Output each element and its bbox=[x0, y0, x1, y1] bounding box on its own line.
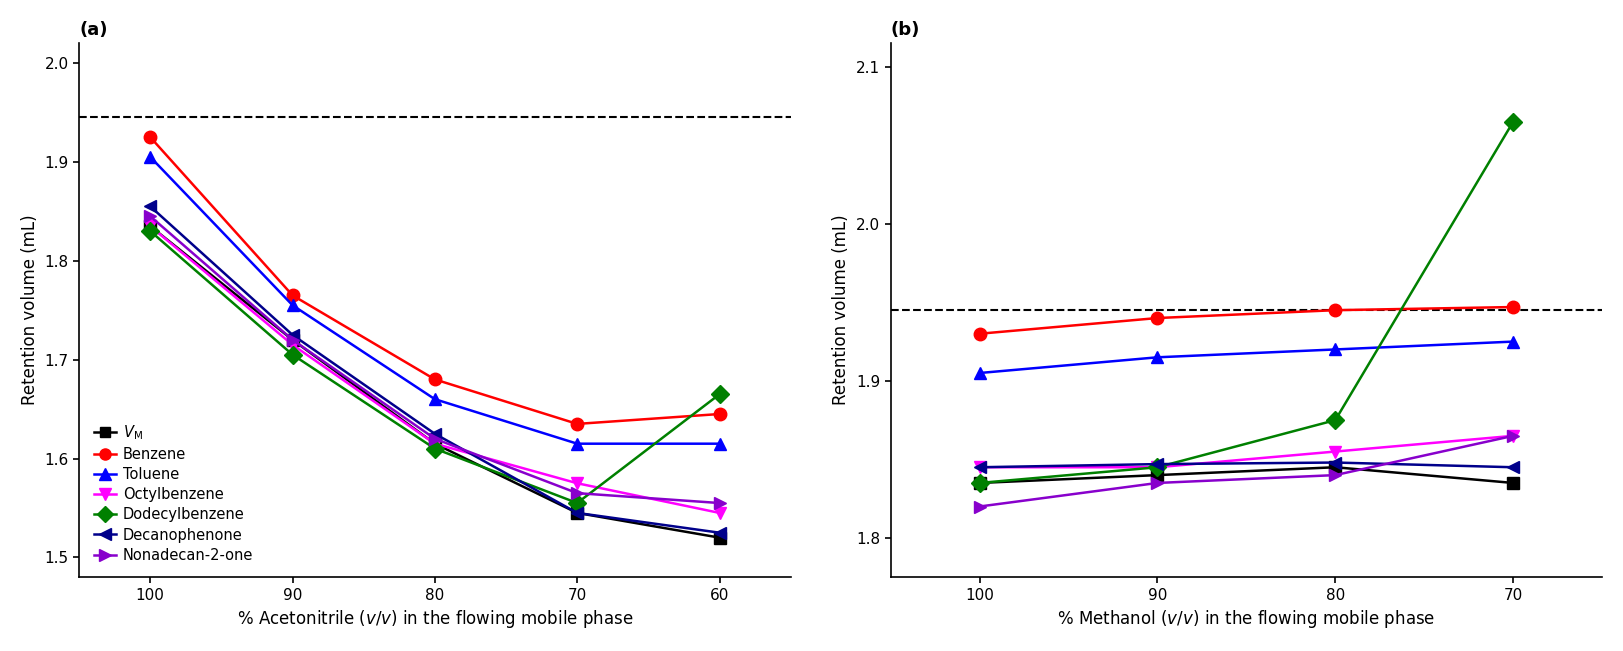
$V_{\mathrm{M}}$ bbox=[709, 534, 729, 542]
Benzene bbox=[568, 420, 588, 428]
X-axis label: % Methanol ($v$/$v$) in the flowing mobile phase: % Methanol ($v$/$v$) in the flowing mobi… bbox=[1057, 608, 1435, 630]
Decanophenone bbox=[141, 202, 161, 210]
Nonadecan-2-one bbox=[1147, 479, 1167, 487]
Benzene bbox=[971, 330, 990, 338]
Nonadecan-2-one bbox=[1503, 432, 1522, 439]
Dodecylbenzene bbox=[568, 499, 588, 507]
Octylbenzene bbox=[1147, 464, 1167, 471]
Line: $V_{\mathrm{M}}$: $V_{\mathrm{M}}$ bbox=[144, 221, 725, 543]
Decanophenone bbox=[1326, 459, 1345, 467]
Dodecylbenzene bbox=[1503, 118, 1522, 126]
$V_{\mathrm{M}}$ bbox=[1326, 464, 1345, 471]
Decanophenone bbox=[282, 331, 302, 339]
Line: $V_{\mathrm{M}}$: $V_{\mathrm{M}}$ bbox=[974, 462, 1519, 488]
$V_{\mathrm{M}}$ bbox=[1147, 471, 1167, 479]
$V_{\mathrm{M}}$ bbox=[1503, 479, 1522, 487]
Line: Dodecylbenzene: Dodecylbenzene bbox=[144, 225, 725, 509]
Dodecylbenzene bbox=[1326, 416, 1345, 424]
Line: Octylbenzene: Octylbenzene bbox=[974, 430, 1519, 473]
Nonadecan-2-one bbox=[1326, 471, 1345, 479]
Benzene bbox=[1503, 303, 1522, 311]
Toluene bbox=[709, 440, 729, 448]
X-axis label: % Acetonitrile ($v$/$v$) in the flowing mobile phase: % Acetonitrile ($v$/$v$) in the flowing … bbox=[237, 608, 633, 630]
Octylbenzene bbox=[971, 464, 990, 471]
Dodecylbenzene bbox=[1147, 464, 1167, 471]
$V_{\mathrm{M}}$ bbox=[141, 222, 161, 230]
Octylbenzene bbox=[141, 222, 161, 230]
Decanophenone bbox=[709, 529, 729, 536]
Octylbenzene bbox=[568, 479, 588, 487]
Benzene bbox=[1326, 306, 1345, 314]
Nonadecan-2-one bbox=[568, 490, 588, 497]
Text: (b): (b) bbox=[891, 21, 920, 39]
Benzene bbox=[709, 410, 729, 418]
Toluene bbox=[141, 153, 161, 161]
Octylbenzene bbox=[1326, 448, 1345, 456]
Nonadecan-2-one bbox=[282, 336, 302, 344]
Y-axis label: Retention volume (mL): Retention volume (mL) bbox=[21, 215, 39, 406]
Dodecylbenzene bbox=[282, 351, 302, 359]
Toluene bbox=[1503, 338, 1522, 346]
Octylbenzene bbox=[709, 509, 729, 517]
Line: Nonadecan-2-one: Nonadecan-2-one bbox=[144, 210, 725, 509]
Toluene bbox=[425, 395, 445, 403]
Legend: $V_{\mathrm{M}}$, Benzene, Toluene, Octylbenzene, Dodecylbenzene, Decanophenone,: $V_{\mathrm{M}}$, Benzene, Toluene, Octy… bbox=[86, 416, 260, 570]
Line: Decanophenone: Decanophenone bbox=[974, 456, 1519, 473]
Line: Nonadecan-2-one: Nonadecan-2-one bbox=[974, 430, 1519, 513]
$V_{\mathrm{M}}$ bbox=[971, 479, 990, 487]
Decanophenone bbox=[1503, 464, 1522, 471]
Nonadecan-2-one bbox=[425, 435, 445, 443]
Benzene bbox=[141, 133, 161, 141]
Dodecylbenzene bbox=[141, 227, 161, 235]
Dodecylbenzene bbox=[425, 445, 445, 452]
Decanophenone bbox=[1147, 460, 1167, 468]
Toluene bbox=[568, 440, 588, 448]
Toluene bbox=[282, 301, 302, 309]
Y-axis label: Retention volume (mL): Retention volume (mL) bbox=[833, 215, 850, 406]
$V_{\mathrm{M}}$ bbox=[425, 440, 445, 448]
Toluene bbox=[971, 369, 990, 377]
$V_{\mathrm{M}}$ bbox=[282, 336, 302, 344]
Line: Decanophenone: Decanophenone bbox=[144, 200, 725, 539]
Text: (a): (a) bbox=[80, 21, 107, 39]
Dodecylbenzene bbox=[709, 391, 729, 398]
Octylbenzene bbox=[1503, 432, 1522, 439]
Nonadecan-2-one bbox=[141, 212, 161, 220]
$V_{\mathrm{M}}$ bbox=[568, 509, 588, 517]
Benzene bbox=[1147, 314, 1167, 322]
Decanophenone bbox=[568, 509, 588, 517]
Line: Benzene: Benzene bbox=[144, 131, 725, 430]
Toluene bbox=[1147, 353, 1167, 361]
Toluene bbox=[1326, 346, 1345, 353]
Benzene bbox=[282, 292, 302, 299]
Line: Octylbenzene: Octylbenzene bbox=[144, 220, 725, 519]
Octylbenzene bbox=[425, 440, 445, 448]
Decanophenone bbox=[971, 464, 990, 471]
Octylbenzene bbox=[282, 341, 302, 349]
Line: Toluene: Toluene bbox=[974, 335, 1519, 380]
Nonadecan-2-one bbox=[971, 503, 990, 510]
Nonadecan-2-one bbox=[709, 499, 729, 507]
Line: Toluene: Toluene bbox=[144, 150, 725, 450]
Benzene bbox=[425, 376, 445, 383]
Line: Dodecylbenzene: Dodecylbenzene bbox=[974, 115, 1519, 489]
Dodecylbenzene bbox=[971, 479, 990, 487]
Line: Benzene: Benzene bbox=[974, 301, 1519, 340]
Decanophenone bbox=[425, 430, 445, 437]
